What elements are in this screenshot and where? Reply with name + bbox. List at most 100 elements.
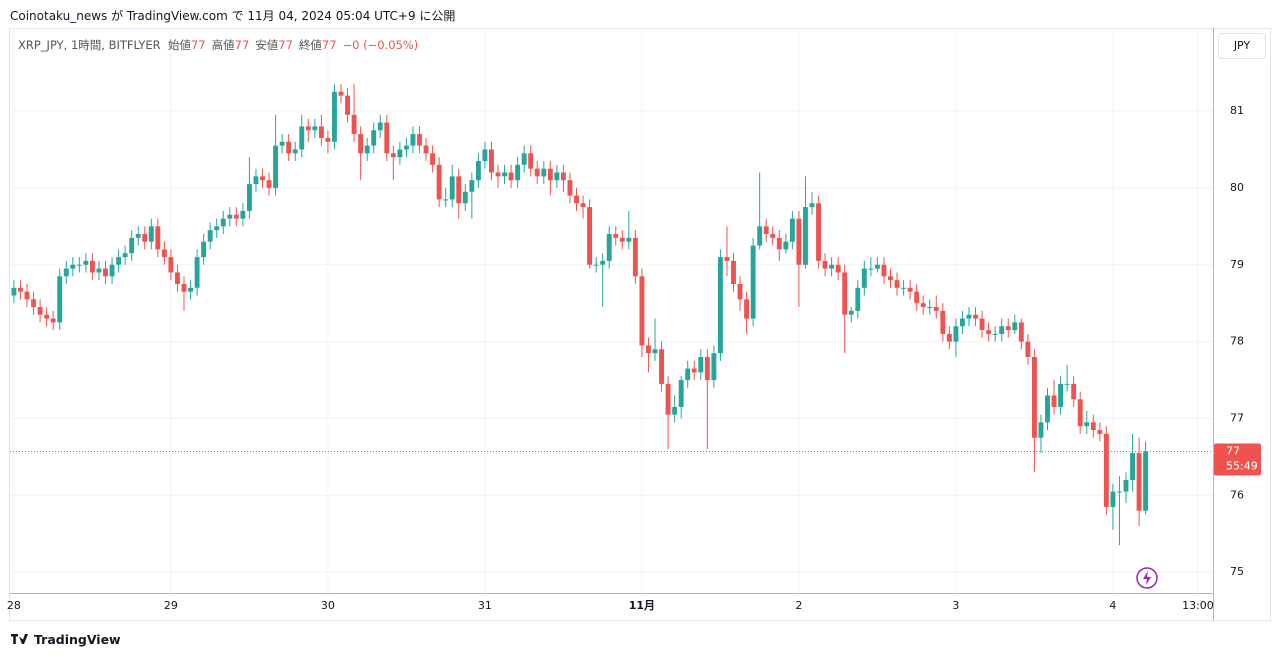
candle-body [1090,422,1096,431]
candle-body [273,145,279,188]
candle-body [574,195,579,204]
y-tick-label: 75 [1230,565,1244,578]
candle-body [796,218,802,265]
candle-body [789,218,795,242]
candle-body [495,172,501,177]
candle-body [122,253,128,258]
candle-body [914,291,920,304]
candle-body [227,214,233,219]
y-tick-label: 76 [1230,488,1244,501]
y-tick-label: 77 [1230,412,1244,425]
candle-body [927,307,933,309]
candle-body [1084,422,1090,427]
x-tick-label: 30 [321,599,335,612]
legend-label: 高値 [211,38,235,52]
candle-body [423,145,429,154]
candle-body [986,330,992,334]
candle-body [940,310,946,334]
bolt-icon [1136,567,1158,589]
frame [9,28,1271,621]
candle-body [181,283,187,292]
candle-body [18,287,23,292]
candle-body [449,176,455,200]
candle-body [750,245,756,319]
candle-body [299,126,305,150]
candle-body [659,349,664,384]
candle-body [312,126,318,131]
candle-body [279,141,285,146]
candle-body [148,226,154,242]
legend-label: 始値 [167,38,191,52]
candle-body [70,264,76,269]
candle-body [83,260,89,265]
candle-body [417,134,422,146]
candle-body [829,264,835,269]
candle-body [469,180,475,192]
candle-body [783,241,789,250]
candle-body [541,168,547,177]
candle-body [1051,395,1057,407]
candle-body [175,272,180,284]
legend-label: 安値 [255,38,279,52]
candle-body [508,172,514,181]
candle-body [1058,383,1064,407]
candle-body [37,307,43,315]
candle-body [639,276,645,346]
candle-body [691,368,697,373]
candle-body [1025,341,1031,358]
last-price-label: 77 [1226,445,1240,458]
currency-button[interactable]: JPY [1218,33,1266,59]
ohlc-legend: XRP_JPY, 1時間, BITFLYER 始値77 高値77 安値77 終値77−… [18,37,424,53]
candle-body [161,249,167,258]
candle-body [135,234,141,238]
candle-body [992,333,998,335]
candle-body [580,203,586,208]
candle-body [129,237,135,254]
candle-body [482,149,488,161]
candle-body [632,237,638,277]
candle-body [11,287,17,296]
candle-body [201,241,207,258]
candle-body [430,153,436,165]
candle-body [1123,480,1129,492]
candle-body [456,176,462,204]
candle-body [652,349,658,354]
candle-body [1103,433,1109,507]
candle-body [966,314,972,319]
candle-body [1077,399,1083,427]
candle-body [260,176,265,181]
candle-body [44,314,50,319]
candle-body [933,307,939,311]
candle-body [835,264,841,273]
candle-body [155,226,161,250]
candle-body [1064,383,1070,385]
candle-body [1012,322,1018,331]
candle-body [1071,383,1077,400]
candle-body [953,326,959,342]
change: −0 (−0.05%) [342,38,419,52]
candle-body [973,314,978,319]
candle-body [1130,453,1135,480]
candle-body [1038,422,1044,438]
candle-body [593,264,599,266]
candle-body [842,272,848,315]
candle-body [462,191,468,204]
candle-body [1031,357,1037,438]
candle-body [600,260,606,265]
candle-body [286,141,292,154]
symbol: XRP_JPY, 1時間, BITFLYER [18,38,161,52]
candle-body [685,368,691,381]
candles [11,84,1149,546]
publish-header: Coinotaku_news が TradingView.com で 11月 0… [10,9,456,23]
candle-body [89,260,95,273]
candle-body [116,257,122,265]
candle-body [626,237,632,242]
candle-body [50,318,56,323]
candle-body [587,207,593,265]
candle-body [521,153,527,165]
candle-body [31,299,37,308]
candle-body [776,237,782,250]
candle-body [1005,326,1011,331]
candle-body [475,160,481,181]
candle-body [678,380,684,407]
